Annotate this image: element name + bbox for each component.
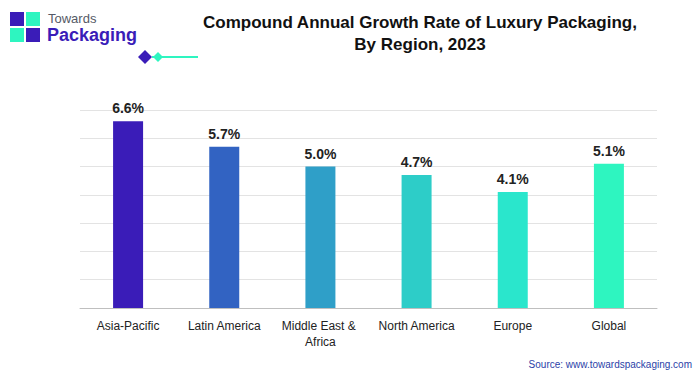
- html-text:Packaging: Packaging: [47, 25, 137, 45]
- svg-text:Source: www.towardspackaging.c: Source: www.towardspackaging.com: [529, 359, 692, 370]
- html-text:Towards: Towards: [48, 11, 97, 26]
- svg-text:5.1%: 5.1%: [593, 143, 625, 159]
- svg-text:Latin America: Latin America: [188, 319, 261, 333]
- svg-text:Africa: Africa: [305, 335, 336, 349]
- svg-text:5.7%: 5.7%: [208, 126, 240, 142]
- svg-text:4.1%: 4.1%: [497, 171, 529, 187]
- svg-text:Global: Global: [592, 319, 627, 333]
- svg-text:Europe: Europe: [493, 319, 532, 333]
- svg-text:6.6%: 6.6%: [112, 100, 144, 116]
- svg-text:4.7%: 4.7%: [401, 154, 433, 170]
- svg-text:By Region, 2023: By Region, 2023: [354, 35, 485, 54]
- svg-text:North America: North America: [379, 319, 455, 333]
- svg-text:Middle East &: Middle East &: [282, 319, 359, 333]
- svg-text:Asia-Pacific: Asia-Pacific: [97, 319, 160, 333]
- svg-text:5.0%: 5.0%: [304, 146, 336, 162]
- svg-text:Compound Annual Growth Rate of: Compound Annual Growth Rate of Luxury Pa…: [203, 13, 637, 32]
